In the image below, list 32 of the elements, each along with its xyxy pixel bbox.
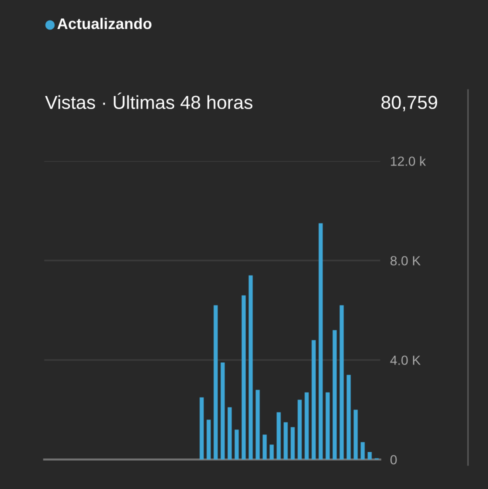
bar bbox=[206, 420, 211, 460]
text: Actualizando bbox=[57, 18, 152, 30]
bar bbox=[340, 305, 344, 460]
bar bbox=[228, 407, 232, 460]
bar bbox=[270, 444, 274, 460]
y-tick-label: 8.0 K bbox=[390, 256, 421, 266]
bar bbox=[276, 412, 281, 460]
bar bbox=[360, 442, 365, 460]
bar bbox=[332, 330, 337, 460]
bar bbox=[214, 305, 218, 460]
bar bbox=[368, 452, 372, 460]
bar bbox=[318, 223, 323, 460]
y-tick-label: 12.0 k bbox=[390, 156, 426, 166]
bar bbox=[220, 362, 225, 460]
y-tick-label: 4.0 K bbox=[390, 356, 421, 365]
bar bbox=[354, 410, 358, 460]
bar bbox=[298, 400, 302, 460]
text: 80,759 bbox=[381, 96, 438, 112]
bar bbox=[346, 374, 351, 460]
bar bbox=[326, 392, 330, 460]
bar bbox=[234, 430, 239, 460]
chart-title: Vistas · Últimas 48 horas bbox=[45, 92, 252, 110]
bar bbox=[290, 427, 295, 460]
bar bbox=[304, 392, 309, 460]
bar bbox=[200, 397, 204, 460]
bar bbox=[284, 422, 288, 460]
y-tick-label: 0 bbox=[390, 455, 397, 464]
bar bbox=[248, 275, 253, 460]
bar bbox=[312, 340, 316, 460]
bar bbox=[242, 295, 246, 460]
bar bbox=[256, 390, 260, 460]
bar bbox=[262, 434, 267, 460]
